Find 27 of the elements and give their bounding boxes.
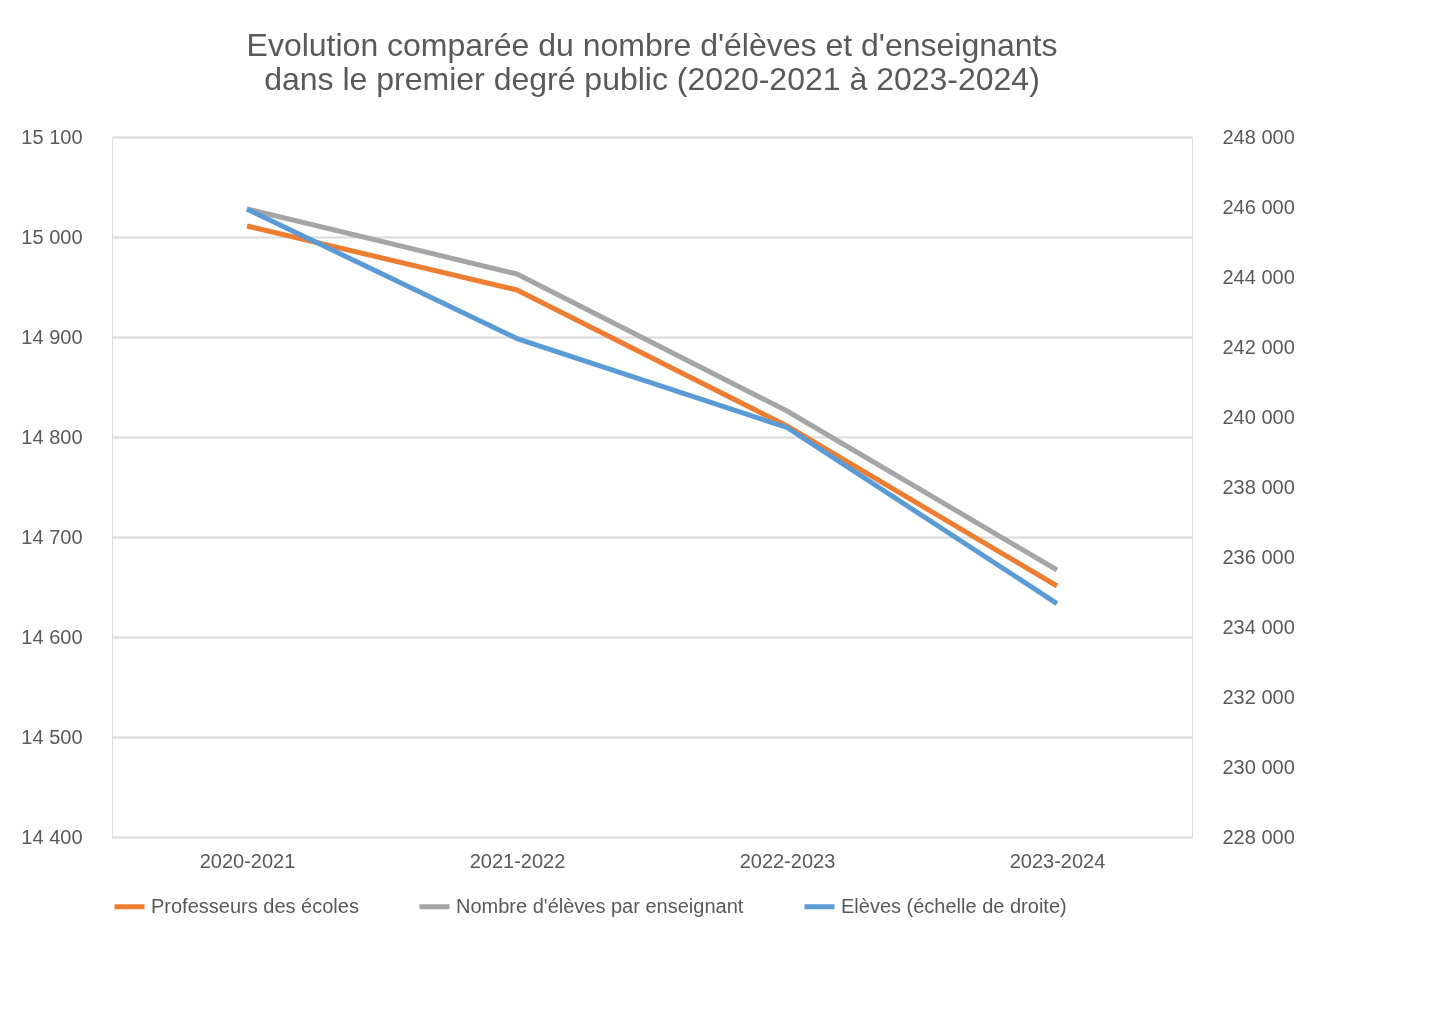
y-tick-label: 14 700 [21, 525, 83, 548]
y2-tick-label: 236 000 [1222, 545, 1295, 568]
legend-label: Elèves (échelle de droite) [841, 894, 1067, 917]
x-tick-label: 2022-2023 [739, 849, 836, 872]
y-tick-label: 14 500 [21, 725, 83, 748]
y2-tick-label: 242 000 [1222, 335, 1295, 358]
x-tick-label: 2021-2022 [469, 849, 566, 872]
chart-title: Evolution comparée du nombre d'élèves et d'enseignants dans le premier degré public (2020-2021 à 2023-2024) [246, 27, 1058, 97]
y2-tick-label: 232 000 [1222, 685, 1295, 708]
y-tick-label: 14 800 [21, 425, 83, 448]
y-tick-label: 15 000 [21, 225, 83, 248]
y-tick-label: 14 900 [21, 325, 83, 348]
y-tick-label: 14 400 [21, 825, 83, 848]
x-tick-label: 2020-2021 [199, 849, 296, 872]
y2-tick-label: 228 000 [1222, 825, 1295, 848]
y2-tick-label: 244 000 [1222, 265, 1295, 288]
y-tick-label: 15 100 [21, 125, 83, 148]
legend-label: Nombre d'élèves par enseignant [456, 894, 744, 917]
y2-tick-label: 240 000 [1222, 405, 1295, 428]
y2-tick-label: 248 000 [1222, 125, 1295, 148]
y2-tick-label: 238 000 [1222, 475, 1295, 498]
y2-tick-label: 234 000 [1222, 615, 1295, 638]
y-tick-label: 14 600 [21, 625, 83, 648]
y2-tick-label: 230 000 [1222, 755, 1295, 778]
y2-tick-label: 246 000 [1222, 195, 1295, 218]
x-tick-label: 2023-2024 [1009, 849, 1106, 872]
legend-label: Professeurs des écoles [151, 894, 359, 917]
